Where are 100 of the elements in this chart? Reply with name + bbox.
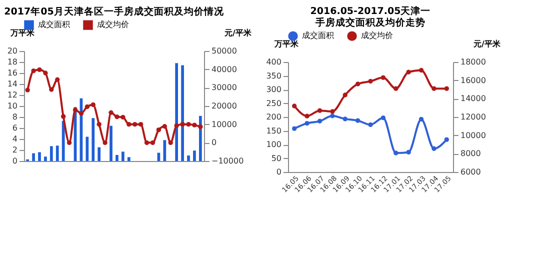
- y2-tick-label: 50000: [212, 46, 237, 56]
- bar: [86, 136, 89, 161]
- point: [120, 114, 126, 120]
- point: [150, 140, 156, 146]
- y-tick-label: 12: [7, 90, 18, 100]
- point: [317, 108, 322, 113]
- point: [342, 92, 348, 98]
- y-tick-label: 100: [266, 140, 282, 149]
- bar: [116, 154, 118, 161]
- bar: [110, 126, 112, 161]
- bar: [127, 157, 130, 161]
- point: [330, 109, 335, 114]
- bar: [56, 146, 59, 161]
- point: [43, 70, 48, 76]
- point: [444, 137, 449, 142]
- point: [292, 126, 297, 131]
- bar: [38, 152, 41, 161]
- y2-tick-label: 20000: [212, 102, 237, 110]
- y-tick-label: 0: [12, 156, 18, 166]
- point: [60, 114, 66, 119]
- bar: [163, 140, 166, 161]
- point: [132, 122, 138, 127]
- point: [25, 88, 30, 92]
- y-tick-label: 250: [266, 98, 282, 108]
- point: [380, 75, 386, 80]
- point: [126, 122, 132, 127]
- y-tick-label: 16: [7, 68, 18, 78]
- legend-label: 成交均价: [97, 20, 129, 30]
- point: [31, 68, 36, 74]
- point: [304, 114, 310, 118]
- point: [432, 86, 436, 91]
- point: [37, 67, 42, 72]
- point: [317, 118, 322, 124]
- point: [342, 116, 348, 122]
- point: [108, 110, 114, 115]
- legend-label: 成交面积: [38, 20, 70, 30]
- y-tick-label: 350: [266, 71, 282, 80]
- y-tick-label: 200: [266, 112, 282, 122]
- y-tick-label: 4: [12, 134, 18, 144]
- y-tick-label: 8: [12, 112, 18, 122]
- bar: [44, 156, 47, 161]
- y-tick-label: 18: [7, 58, 18, 66]
- bar: [181, 65, 184, 161]
- y-axis-title: 万平米: [274, 40, 300, 48]
- point: [304, 120, 310, 126]
- bar: [32, 153, 35, 161]
- point: [72, 108, 78, 112]
- point: [49, 87, 54, 92]
- point: [406, 150, 411, 155]
- y-tick-label: 10: [7, 102, 18, 110]
- bar: [175, 63, 178, 161]
- point: [102, 140, 108, 146]
- point: [186, 122, 191, 127]
- point: [168, 140, 173, 146]
- y2-tick-label: 30000: [212, 83, 237, 92]
- point: [394, 150, 398, 156]
- y2-tick-label: 18000: [460, 58, 486, 66]
- point: [292, 104, 297, 108]
- y-tick-label: 0: [276, 168, 282, 176]
- y2-axis-title: 元/平米: [224, 28, 252, 38]
- y2-tick-label: 10000: [212, 120, 237, 129]
- y-tick-label: 2: [12, 146, 18, 154]
- point: [355, 82, 360, 86]
- point: [156, 127, 162, 132]
- y2-tick-label: 12000: [460, 112, 486, 122]
- y2-tick-label: −10000: [212, 156, 244, 166]
- y-tick-label: 6: [12, 124, 18, 132]
- point: [368, 78, 373, 84]
- y-tick-label: 14: [7, 80, 18, 88]
- legend-label: 成交面积: [302, 31, 334, 40]
- point: [418, 116, 424, 122]
- y-tick-label: 20: [7, 46, 18, 56]
- point: [162, 124, 168, 129]
- point: [174, 123, 179, 128]
- y2-tick-label: 14000: [460, 94, 486, 104]
- point: [406, 70, 411, 74]
- bar: [98, 147, 101, 161]
- point: [78, 110, 84, 116]
- y2-tick-label: 16000: [460, 76, 486, 85]
- bar: [198, 116, 202, 161]
- point: [432, 146, 436, 151]
- y-tick-label: 400: [266, 58, 282, 66]
- y-axis-title: 万平米: [10, 28, 36, 38]
- chart-title: 2016.05-2017.05天津一手房成交面积及均价走势: [310, 5, 431, 28]
- legend-label: 成交均价: [361, 31, 393, 40]
- point: [90, 102, 96, 108]
- y2-tick-label: 6000: [460, 168, 481, 176]
- point: [355, 118, 360, 123]
- point: [96, 122, 102, 127]
- bar: [122, 152, 124, 161]
- point: [114, 114, 120, 120]
- point: [55, 77, 60, 82]
- y2-tick-label: 40000: [212, 64, 237, 74]
- point: [138, 122, 144, 127]
- point: [444, 86, 449, 91]
- point: [330, 114, 335, 118]
- y-tick-label: 150: [266, 126, 282, 136]
- bar: [50, 146, 53, 161]
- y2-tick-label: 0: [212, 138, 217, 148]
- point: [180, 122, 185, 127]
